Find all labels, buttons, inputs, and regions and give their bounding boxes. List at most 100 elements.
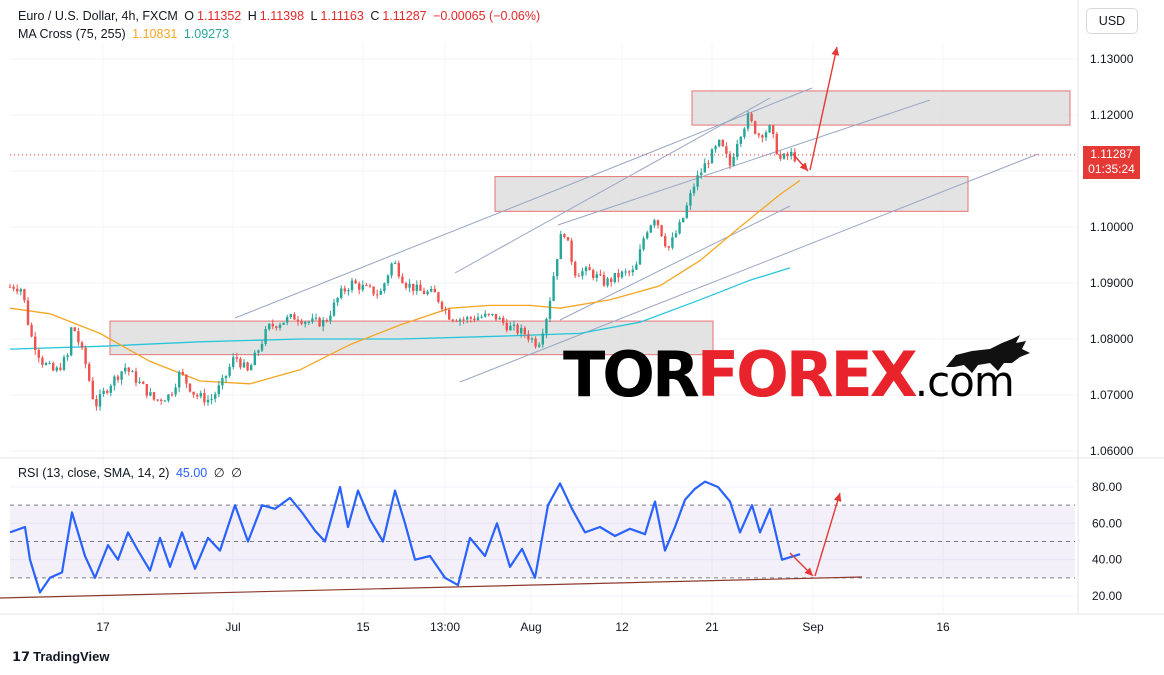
candle-body	[278, 324, 282, 329]
candle-body	[548, 300, 552, 319]
candle-body	[430, 288, 433, 292]
currency-button[interactable]: USD	[1086, 8, 1138, 34]
candle-body	[739, 136, 742, 144]
candle-body	[696, 175, 699, 187]
candle-body	[473, 318, 476, 321]
last-price: 1.11287	[1090, 147, 1133, 161]
candle-body	[732, 156, 735, 166]
candle-body	[174, 387, 177, 395]
candle-body	[354, 280, 357, 284]
candle-body	[127, 367, 130, 372]
candle-body	[372, 286, 375, 295]
time-tick-label: Sep	[802, 620, 824, 634]
candle-body	[12, 286, 15, 289]
candle-body	[509, 325, 512, 331]
candle-body	[764, 132, 768, 138]
candle-body	[282, 322, 285, 325]
candle-body	[152, 392, 156, 400]
candle-body	[271, 323, 274, 327]
candle-body	[242, 362, 246, 368]
rsi-legend[interactable]: RSI (13, close, SMA, 14, 2) 45.00 ∅ ∅	[18, 465, 245, 480]
candle-body	[257, 350, 260, 353]
candle-body	[606, 278, 609, 286]
candle-body	[181, 371, 184, 375]
candle-body	[70, 327, 73, 356]
candle-body	[448, 309, 451, 320]
time-tick-label: 13:00	[430, 620, 460, 634]
candle-body	[401, 276, 404, 284]
candle-body	[379, 290, 382, 295]
candle-body	[62, 357, 66, 370]
price-arrow-up	[809, 46, 838, 171]
candle-body	[106, 390, 109, 393]
candle-body	[570, 240, 573, 262]
candle-body	[52, 363, 55, 371]
tradingview-footer[interactable]: 𝟭𝟳 TradingView	[12, 649, 109, 665]
candle-body	[516, 324, 519, 334]
candle-body	[523, 327, 526, 335]
candle-body	[394, 263, 397, 265]
candle-body	[736, 143, 739, 157]
candle-body	[412, 283, 415, 291]
candle-body	[44, 363, 48, 365]
candle-body	[199, 393, 202, 397]
candle-body	[772, 125, 775, 135]
candle-body	[725, 146, 728, 154]
candle-body	[188, 383, 192, 392]
candle-body	[613, 272, 616, 283]
candle-body	[66, 355, 69, 358]
candle-body	[167, 394, 170, 401]
candle-body	[653, 220, 656, 226]
ma-label[interactable]: MA Cross (75, 255)	[18, 27, 126, 41]
candle-body	[336, 297, 339, 303]
candle-body	[444, 309, 447, 311]
candle-body	[102, 390, 105, 395]
candle-body	[520, 327, 523, 334]
candle-body	[264, 329, 267, 344]
candle-body	[358, 283, 361, 290]
rsi-na-2: ∅	[231, 466, 242, 480]
watermark-part-a: TOR	[563, 338, 700, 411]
candle-body	[577, 275, 580, 277]
trend-channel-line	[454, 97, 771, 274]
candle-body	[37, 350, 40, 358]
supply-demand-zones	[109, 90, 1071, 356]
candle-body	[329, 315, 332, 322]
candle-body	[545, 318, 548, 334]
trend-channel-lines	[10, 87, 1075, 383]
rsi-arrow-up-head	[833, 493, 842, 502]
candle-body	[656, 220, 660, 226]
candle-body	[408, 283, 411, 288]
candle-body	[757, 133, 760, 136]
trend-channel-line	[559, 205, 791, 321]
time-tick-label: 17	[96, 620, 110, 634]
ma-legend[interactable]: MA Cross (75, 255) 1.10831 1.09273	[18, 27, 232, 41]
candle-body	[235, 357, 238, 359]
candle-body	[484, 313, 487, 317]
candle-body	[145, 384, 148, 396]
candle-body	[682, 217, 685, 223]
candle-body	[253, 352, 256, 366]
candle-body	[563, 234, 566, 238]
rsi-label[interactable]: RSI (13, close, SMA, 14, 2)	[18, 466, 170, 480]
candle-body	[26, 300, 30, 325]
candle-body	[224, 375, 228, 378]
symbol-title[interactable]: Euro / U.S. Dollar, 4h, FXCM	[18, 9, 178, 23]
candle-body	[635, 264, 638, 270]
time-tick-label: 12	[615, 620, 629, 634]
candle-body	[214, 394, 217, 399]
candle-body	[754, 121, 757, 134]
candle-body	[210, 398, 213, 400]
sr-zone	[691, 90, 1071, 126]
change-value: −0.00065 (−0.06%)	[433, 9, 541, 23]
time-tick-label: 21	[705, 620, 719, 634]
trend-channel-line	[557, 99, 931, 226]
candle-body	[746, 113, 750, 129]
candle-body	[260, 343, 264, 351]
rsi-line	[9, 480, 801, 594]
candle-body	[552, 276, 555, 301]
candle-body	[786, 153, 789, 157]
candle-body	[487, 313, 490, 315]
candle-body	[203, 393, 206, 403]
